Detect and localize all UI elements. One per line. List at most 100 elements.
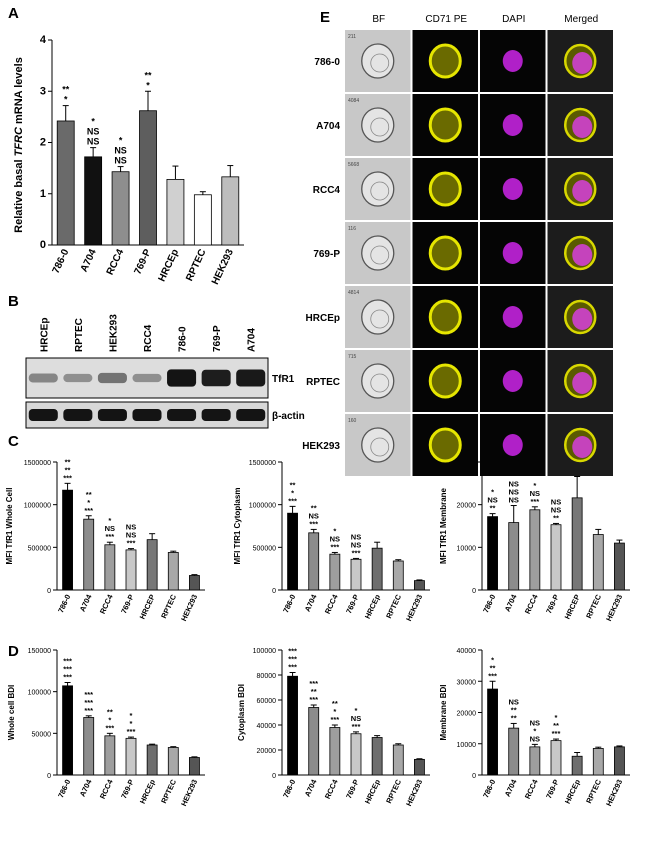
y-tick-label: 40000	[257, 723, 277, 730]
category-label: RCC4	[105, 247, 127, 277]
tfr1-band	[28, 373, 58, 383]
significance-label: ***	[330, 715, 339, 724]
significance-label: NS	[487, 496, 497, 505]
y-axis-label: Membrane BDI	[439, 684, 448, 740]
significance-label: **	[144, 70, 152, 80]
significance-label: ***	[330, 542, 339, 551]
category-label: HEK293	[179, 778, 199, 808]
cell-merged-nucleus	[572, 116, 593, 138]
imaging-column-header: Merged	[564, 14, 598, 25]
significance-label: NS	[530, 489, 540, 498]
cell-merged-nucleus	[572, 436, 593, 458]
significance-label: ***	[105, 723, 114, 732]
imaging-row-label: 786-0	[314, 57, 340, 68]
y-tick-label: 1	[40, 188, 46, 200]
y-tick-label: 1500000	[24, 460, 51, 467]
bar-rptec	[392, 560, 404, 591]
significance-label: **	[65, 457, 71, 466]
significance-label: ***	[288, 663, 297, 672]
significance-label: *	[355, 706, 358, 715]
bar-769-p	[125, 737, 137, 776]
significance-label: **	[511, 705, 517, 714]
significance-label: *	[119, 136, 123, 146]
category-label: 769-P	[544, 778, 561, 800]
category-label: 786-0	[56, 778, 72, 799]
category-label: 786-0	[481, 778, 497, 799]
cell-dapi-nucleus	[502, 50, 523, 72]
category-label: HRCEp	[363, 778, 382, 806]
bar-769-p	[550, 740, 562, 776]
y-axis-label: MFI TfR1 Cytoplasm	[233, 488, 242, 565]
significance-label: NS	[105, 524, 115, 533]
imaging-row-label: RPTEC	[306, 377, 340, 388]
category-label: RPTEC	[184, 248, 208, 283]
y-tick-label: 0	[272, 588, 276, 595]
imaging-row-label: 769-P	[313, 249, 340, 260]
y-tick-label: 20000	[457, 503, 477, 510]
significance-label: NS	[330, 534, 340, 543]
y-tick-label: 0	[272, 773, 276, 780]
tfr1-band	[236, 369, 266, 387]
bar-a704	[508, 522, 520, 591]
bar-rptec	[167, 747, 179, 776]
significance-label: ***	[309, 679, 318, 688]
bar-hek293	[614, 746, 625, 776]
cell-cd71-membrane	[428, 43, 462, 79]
significance-label: *	[64, 95, 68, 105]
cell-brightfield	[361, 427, 395, 463]
significance-label: *	[91, 117, 95, 127]
y-tick-label: 100000	[28, 690, 51, 697]
bar-769-p	[139, 110, 157, 246]
cell-merged-nucleus	[572, 180, 593, 202]
significance-label: *	[130, 719, 133, 728]
category-label: A704	[79, 247, 99, 274]
significance-label: *	[533, 481, 536, 490]
significance-label: ***	[488, 671, 497, 680]
significance-label: *	[491, 488, 494, 497]
actin-band	[167, 409, 197, 421]
category-label: A704	[303, 777, 319, 798]
bar-hek293	[189, 757, 200, 776]
significance-label: NS	[351, 540, 361, 549]
significance-label: NS	[509, 697, 519, 706]
category-label: HRCEp	[563, 778, 582, 806]
bar-rcc4	[104, 735, 116, 776]
category-label: RPTEC	[384, 778, 403, 805]
significance-label: ***	[63, 657, 72, 666]
significance-label: *	[108, 715, 111, 724]
cell-id: 4084	[348, 98, 359, 104]
category-label: HEK293	[604, 593, 624, 623]
significance-label: ***	[63, 473, 72, 482]
y-axis-label: Whole cell BDI	[7, 685, 16, 741]
cell-nucleus-outline	[370, 53, 390, 73]
bar-769-p	[550, 524, 562, 591]
y-tick-label: 10000	[457, 742, 477, 749]
category-label: RCC4	[323, 592, 340, 615]
significance-label: **	[332, 699, 338, 708]
panel-letter-d: D	[8, 643, 19, 660]
significance-label: NS	[114, 146, 127, 156]
bar-hek293	[414, 758, 425, 776]
blot-lane-label: RPTEC	[74, 318, 85, 352]
cell-nucleus-outline	[370, 181, 390, 201]
significance-label: NS	[126, 531, 136, 540]
bar-a704	[308, 707, 320, 776]
y-tick-label: 30000	[457, 679, 477, 686]
blot-lane-label: HEK293	[108, 314, 119, 352]
significance-label: **	[311, 687, 317, 696]
significance-label: **	[65, 465, 71, 474]
category-label: A704	[78, 592, 94, 613]
category-label: HEK293	[210, 247, 236, 286]
y-tick-label: 0	[40, 239, 46, 251]
significance-label: **	[553, 721, 559, 730]
significance-label: NS	[551, 505, 561, 514]
bar-rcc4	[529, 509, 541, 591]
chart-a-ylabel: Relative basal TFRC mRNA levels	[13, 57, 25, 233]
cell-nucleus-outline	[370, 437, 390, 457]
cell-merged-nucleus	[572, 244, 593, 266]
cell-merged-nucleus	[572, 52, 593, 74]
cell-id: 715	[348, 354, 357, 360]
significance-label: ***	[84, 690, 93, 699]
category-label: A704	[303, 592, 319, 613]
